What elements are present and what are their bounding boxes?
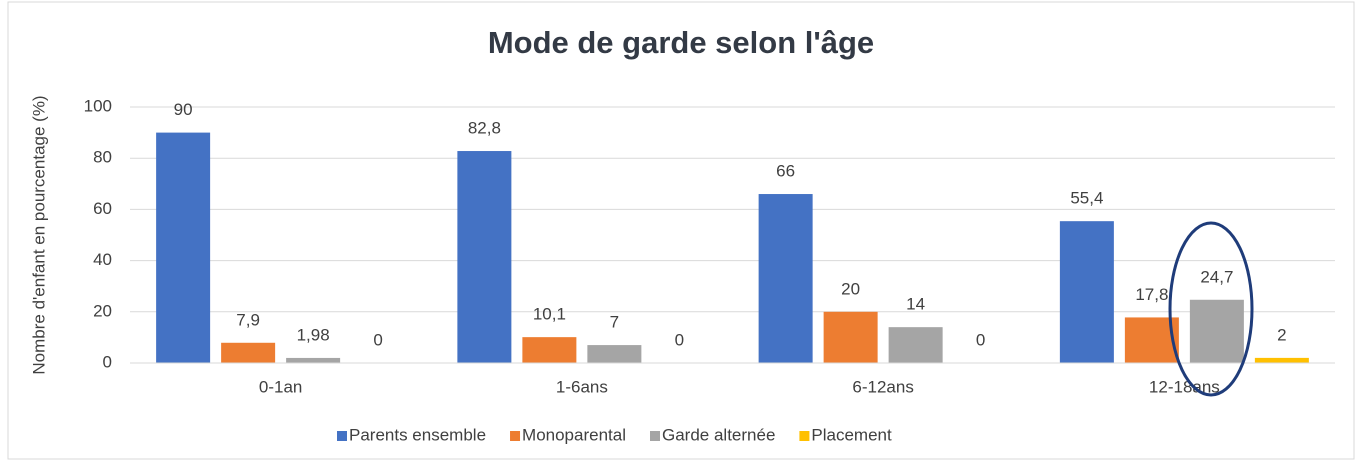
highlight-ellipse — [1168, 221, 1254, 397]
legend-swatch — [799, 431, 810, 441]
y-tick-label: 0 — [103, 352, 112, 371]
bar — [457, 151, 512, 363]
x-tick-label: 0-1an — [259, 377, 302, 396]
bar — [823, 311, 878, 363]
x-tick-label: 1-6ans — [556, 377, 608, 396]
value-label: 90 — [174, 100, 193, 119]
bar — [1254, 357, 1309, 363]
value-label: 14 — [906, 295, 925, 314]
legend-label: Placement — [811, 425, 892, 444]
y-axis-label: Nombre d'enfant en pourcentage (%) — [29, 95, 48, 374]
legend-label: Garde alternée — [662, 425, 775, 444]
x-tick-label: 6-12ans — [852, 377, 913, 396]
value-label: 7,9 — [236, 310, 260, 329]
bar — [156, 132, 211, 363]
value-label: 17,8 — [1135, 285, 1168, 304]
value-label: 7 — [610, 313, 619, 332]
bar — [522, 337, 577, 363]
legend-swatch — [650, 431, 660, 441]
bar — [888, 327, 943, 363]
value-label: 0 — [976, 330, 985, 349]
y-tick-label: 60 — [93, 199, 112, 218]
value-label: 2 — [1277, 325, 1286, 344]
bar — [1059, 221, 1114, 363]
value-label: 66 — [776, 162, 795, 181]
value-label: 1,98 — [297, 325, 330, 344]
legend-swatch — [337, 431, 347, 441]
value-label: 24,7 — [1200, 267, 1233, 286]
bar — [221, 342, 276, 363]
y-tick-label: 80 — [93, 148, 112, 167]
bar — [286, 357, 341, 363]
bar — [1189, 299, 1244, 363]
value-label: 10,1 — [533, 305, 566, 324]
legend-swatch — [510, 431, 521, 441]
value-label: 55,4 — [1070, 189, 1103, 208]
chart-frame — [7, 1, 1355, 460]
y-tick-label: 40 — [93, 250, 112, 269]
legend-label: Parents ensemble — [349, 425, 486, 444]
y-tick-label: 100 — [84, 96, 112, 115]
value-label: 82,8 — [468, 119, 501, 138]
value-label: 20 — [841, 279, 860, 298]
legend-label: Monoparental — [522, 425, 626, 444]
bar — [758, 194, 813, 363]
bar — [587, 345, 642, 363]
value-label: 0 — [675, 330, 684, 349]
value-label: 0 — [373, 330, 382, 349]
chart-title: Mode de garde selon l'âge — [488, 25, 874, 60]
y-tick-label: 20 — [93, 301, 112, 320]
